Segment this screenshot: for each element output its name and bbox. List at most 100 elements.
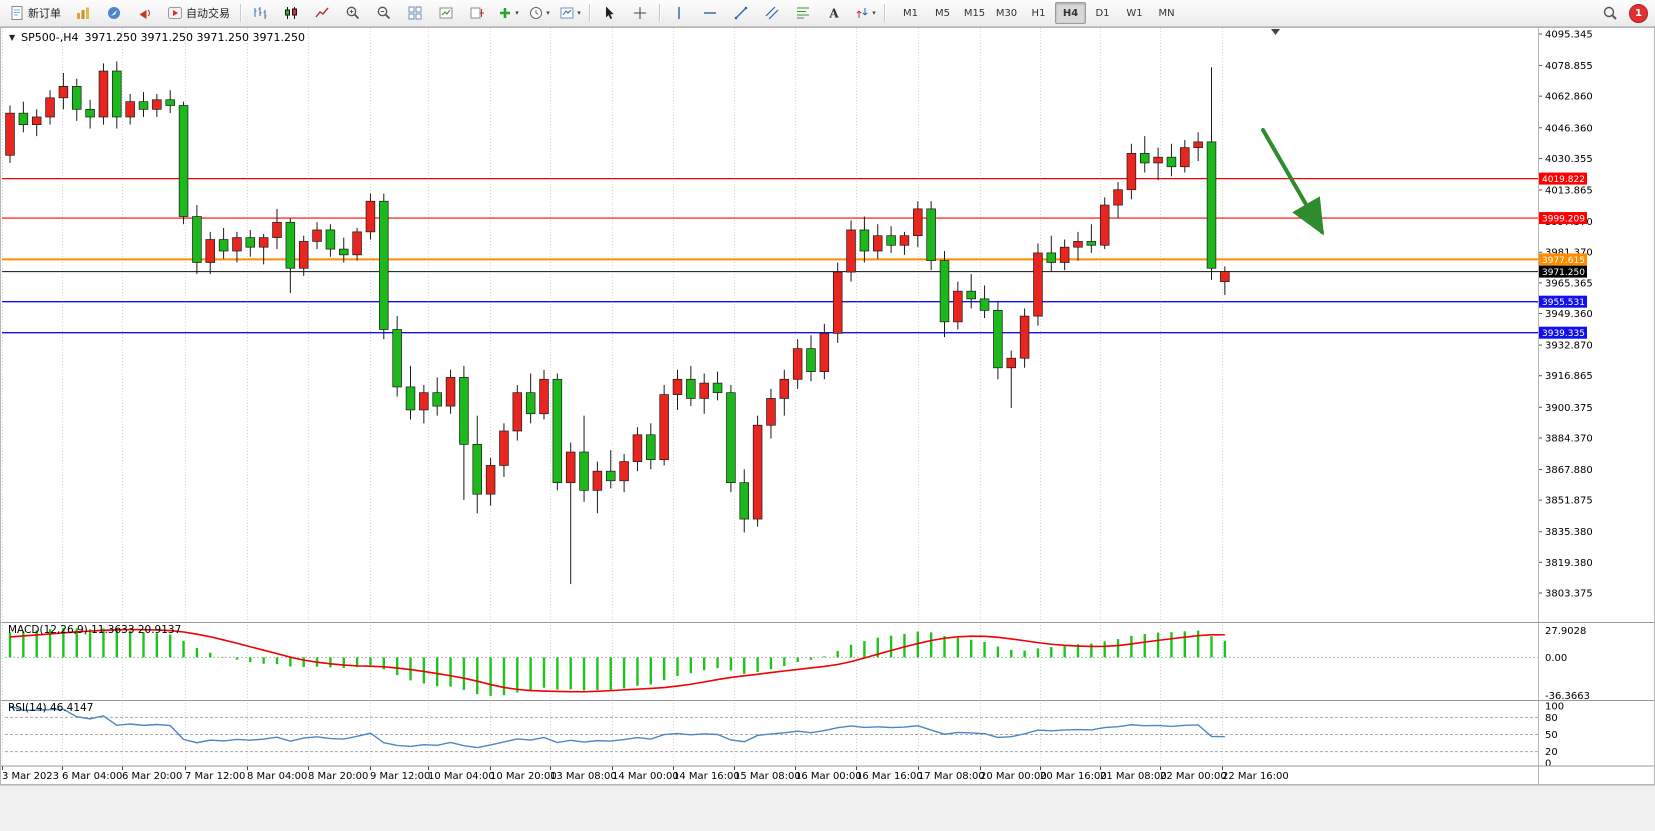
timeframe-mn-button[interactable]: MN <box>1158 7 1175 19</box>
auto-trading-icon <box>168 7 182 19</box>
vertical-line-tool-button[interactable] <box>664 1 694 25</box>
clock-icon <box>530 7 543 19</box>
templates-button[interactable]: ▾ <box>555 1 585 25</box>
periods-button[interactable]: ▾ <box>524 1 554 25</box>
svg-text:8 Mar 20:00: 8 Mar 20:00 <box>308 771 368 782</box>
one-click-trading-toggle[interactable]: ▼ <box>9 33 16 42</box>
line-view-button[interactable] <box>307 1 337 25</box>
svg-text:15 Mar 08:00: 15 Mar 08:00 <box>734 771 801 782</box>
svg-text:22 Mar 00:00: 22 Mar 00:00 <box>1160 771 1227 782</box>
svg-text:10 Mar 04:00: 10 Mar 04:00 <box>428 771 495 782</box>
rsi-line <box>9 705 1225 749</box>
template-icon <box>560 7 574 19</box>
timeframe-m30-button[interactable]: M30 <box>995 7 1018 19</box>
chart-border <box>0 27 1655 785</box>
svg-text:3884.370: 3884.370 <box>1545 433 1593 444</box>
toolbar-right: 1 <box>1595 1 1652 25</box>
svg-text:4013.865: 4013.865 <box>1545 186 1593 197</box>
horizontal-line-tool-button[interactable] <box>695 1 725 25</box>
time-axis: 3 Mar 2023 6 Mar 04:00 6 Mar 20:00 7 Mar 12… <box>2 766 1289 782</box>
timeframe-m1-button[interactable]: M1 <box>903 7 918 19</box>
bars-view-button[interactable] <box>245 1 275 25</box>
crosshair-button[interactable] <box>625 1 655 25</box>
horizontal-line-icon <box>704 12 716 14</box>
auto-scroll-button[interactable] <box>431 1 461 25</box>
macd-signal-line <box>9 628 1225 693</box>
chart-header: ▼ SP500-,H4 3971.250 3971.250 3971.250 3… <box>9 31 305 44</box>
svg-text:3932.870: 3932.870 <box>1545 341 1593 352</box>
svg-text:3900.375: 3900.375 <box>1545 403 1593 414</box>
svg-text:3949.360: 3949.360 <box>1545 309 1593 320</box>
svg-text:3916.865: 3916.865 <box>1545 371 1593 382</box>
market-watch-button[interactable] <box>68 1 98 25</box>
navigator-button[interactable] <box>99 1 129 25</box>
svg-text:4095.345: 4095.345 <box>1545 30 1593 41</box>
auto-trading-button[interactable]: 自动交易 <box>161 1 236 25</box>
search-button[interactable] <box>1595 1 1625 25</box>
arrow-objects-icon <box>856 8 868 18</box>
zoom-in-button[interactable] <box>338 1 368 25</box>
svg-text:3971.250: 3971.250 <box>1542 268 1585 278</box>
svg-text:20 Mar 00:00: 20 Mar 00:00 <box>980 771 1047 782</box>
new-order-icon <box>11 6 23 20</box>
svg-text:22 Mar 16:00: 22 Mar 16:00 <box>1222 771 1289 782</box>
tile-windows-button[interactable] <box>400 1 430 25</box>
chart-symbol-title: SP500-,H4 <box>21 31 79 44</box>
auto-scroll-icon <box>439 7 453 19</box>
chart-shift-marker <box>1271 29 1280 35</box>
add-indicator-button[interactable]: ▾ <box>493 1 523 25</box>
price-axis: 4095.345 4078.855 4062.860 4046.360 4030.355… <box>1538 30 1593 600</box>
candles <box>5 61 1230 585</box>
channel-tool-button[interactable] <box>757 1 787 25</box>
bar-chart-icon <box>254 7 267 19</box>
macd-name: MACD(12,26,9) <box>8 624 88 636</box>
notification-badge[interactable]: 1 <box>1629 3 1648 23</box>
annotation-arrow <box>1261 128 1325 236</box>
chevron-down-icon: ▾ <box>872 9 876 17</box>
timeframe-m15-button[interactable]: M15 <box>963 7 986 19</box>
cursor-button[interactable] <box>594 1 624 25</box>
svg-text:3867.880: 3867.880 <box>1545 465 1593 476</box>
new-order-button[interactable]: 新订单 <box>3 1 67 25</box>
fibonacci-tool-button[interactable] <box>788 1 818 25</box>
text-icon: A <box>828 7 839 21</box>
rsi-name: RSI(14) <box>8 702 47 714</box>
svg-text:4030.355: 4030.355 <box>1545 154 1593 165</box>
news-button[interactable] <box>130 1 160 25</box>
candlestick-icon <box>285 7 297 19</box>
svg-text:3819.380: 3819.380 <box>1545 558 1593 569</box>
timeframe-w1-button[interactable]: W1 <box>1126 7 1143 19</box>
chart-shift-button[interactable] <box>462 1 492 25</box>
tile-windows-icon <box>408 6 422 20</box>
trendline-tool-button[interactable] <box>726 1 756 25</box>
fibonacci-icon <box>797 7 809 19</box>
svg-text:8 Mar 04:00: 8 Mar 04:00 <box>247 771 307 782</box>
zoom-out-button[interactable] <box>369 1 399 25</box>
timeframe-group: M1 M5 M15 M30 H1 H4 D1 W1 MN <box>895 2 1182 24</box>
chart-ohlc-values: 3971.250 3971.250 3971.250 3971.250 <box>84 31 305 44</box>
market-watch-icon <box>77 7 89 19</box>
text-tool-button[interactable]: A <box>819 1 849 25</box>
timeframe-m5-button[interactable]: M5 <box>935 7 950 19</box>
svg-text:7 Mar 12:00: 7 Mar 12:00 <box>185 771 245 782</box>
timeframe-h1-button[interactable]: H1 <box>1031 7 1046 19</box>
svg-text:4078.855: 4078.855 <box>1545 61 1593 72</box>
new-order-label: 新订单 <box>28 7 61 20</box>
svg-text:21 Mar 08:00: 21 Mar 08:00 <box>1100 771 1167 782</box>
macd-indicator-label: MACD(12,26,9) 11.3633 20.9137 <box>8 624 181 636</box>
cursor-icon <box>606 6 614 19</box>
svg-text:16 Mar 00:00: 16 Mar 00:00 <box>795 771 862 782</box>
svg-text:14 Mar 00:00: 14 Mar 00:00 <box>612 771 679 782</box>
arrow-objects-button[interactable]: ▾ <box>850 1 880 25</box>
svg-text:9 Mar 12:00: 9 Mar 12:00 <box>370 771 430 782</box>
timeframe-d1-button[interactable]: D1 <box>1095 7 1110 19</box>
svg-text:20: 20 <box>1545 747 1558 758</box>
candles-view-button[interactable] <box>276 1 306 25</box>
macd-pane: 27.9028 0.00 -36.3663 <box>5 626 1590 702</box>
timeframe-h4-button[interactable]: H4 <box>1055 2 1086 24</box>
svg-text:6 Mar 20:00: 6 Mar 20:00 <box>122 771 182 782</box>
svg-text:0: 0 <box>1545 759 1551 770</box>
macd-main-value: 11.3633 <box>91 624 135 636</box>
svg-text:A: A <box>828 7 839 21</box>
svg-text:10 Mar 20:00: 10 Mar 20:00 <box>490 771 557 782</box>
